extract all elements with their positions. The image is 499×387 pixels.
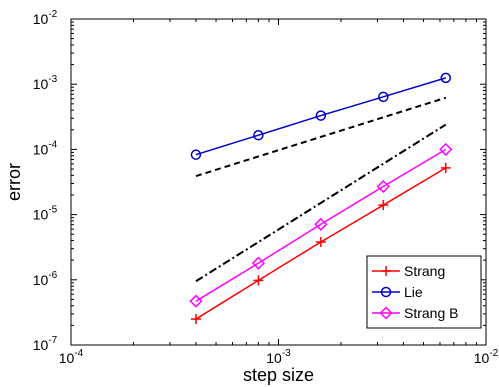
legend-entries: Strang Lie Strang B bbox=[372, 263, 458, 321]
data-point-strang bbox=[190, 314, 201, 325]
series-lie bbox=[190, 72, 452, 160]
legend-marker-strang bbox=[381, 266, 391, 276]
data-point-strang bbox=[253, 275, 264, 286]
series-line-lie bbox=[195, 77, 447, 156]
legend-entry-strang: Strang bbox=[372, 263, 445, 279]
series-line-strang-b bbox=[195, 148, 447, 302]
y-tick-label: 10-3 bbox=[33, 74, 58, 92]
data-point-strang-b bbox=[439, 142, 453, 156]
legend-marker-strang-b bbox=[379, 306, 393, 320]
data-point-strang bbox=[440, 162, 451, 173]
legend-label-strang: Strang bbox=[404, 263, 445, 279]
data-point-strang-b bbox=[376, 179, 390, 194]
series-layer bbox=[189, 72, 453, 325]
legend-entry-strang-b: Strang B bbox=[372, 305, 458, 321]
legend-label-strang-b: Strang B bbox=[404, 305, 458, 321]
legend: Strang Lie Strang B bbox=[366, 255, 482, 329]
data-point-lie bbox=[440, 72, 452, 84]
data-point-strang bbox=[315, 236, 326, 247]
series-strang bbox=[190, 162, 451, 325]
y-tick-label: 10-5 bbox=[33, 205, 58, 223]
series-strang-b bbox=[189, 142, 453, 308]
axes: 10-4 10-3 10-2 10-7 10-6 10-5 10-4 10-3 10-2 ste… bbox=[4, 9, 499, 385]
y-tick-label: 10-4 bbox=[33, 139, 58, 157]
tick-marks bbox=[70, 18, 487, 346]
data-point-strang bbox=[378, 200, 389, 211]
x-axis-label: step size bbox=[243, 365, 314, 385]
x-tick-label: 10-3 bbox=[266, 348, 291, 366]
x-tick-label: 10-4 bbox=[59, 348, 84, 366]
data-point-lie bbox=[253, 129, 264, 141]
reference-line-dashdot bbox=[195, 123, 447, 283]
x-tick-label: 10-2 bbox=[474, 348, 499, 366]
legend-marker-lie bbox=[380, 286, 392, 298]
data-point-strang-b bbox=[251, 256, 265, 270]
y-axis-label: error bbox=[4, 163, 24, 201]
y-tick-label: 10-2 bbox=[33, 9, 58, 27]
data-point-lie bbox=[378, 91, 389, 103]
data-point-lie bbox=[315, 110, 327, 121]
data-point-strang-b bbox=[189, 294, 203, 308]
y-tick-label: 10-7 bbox=[33, 335, 58, 353]
data-point-strang-b bbox=[314, 217, 328, 231]
tick-labels: 10-4 10-3 10-2 10-7 10-6 10-5 10-4 10-3 10-2 bbox=[33, 9, 499, 366]
legend-label-lie: Lie bbox=[404, 284, 423, 300]
reference-lines bbox=[195, 96, 447, 283]
y-tick-label: 10-6 bbox=[33, 270, 58, 288]
data-point-lie bbox=[190, 149, 202, 160]
legend-entry-lie: Lie bbox=[372, 284, 423, 300]
reference-line-dashed bbox=[195, 96, 447, 178]
